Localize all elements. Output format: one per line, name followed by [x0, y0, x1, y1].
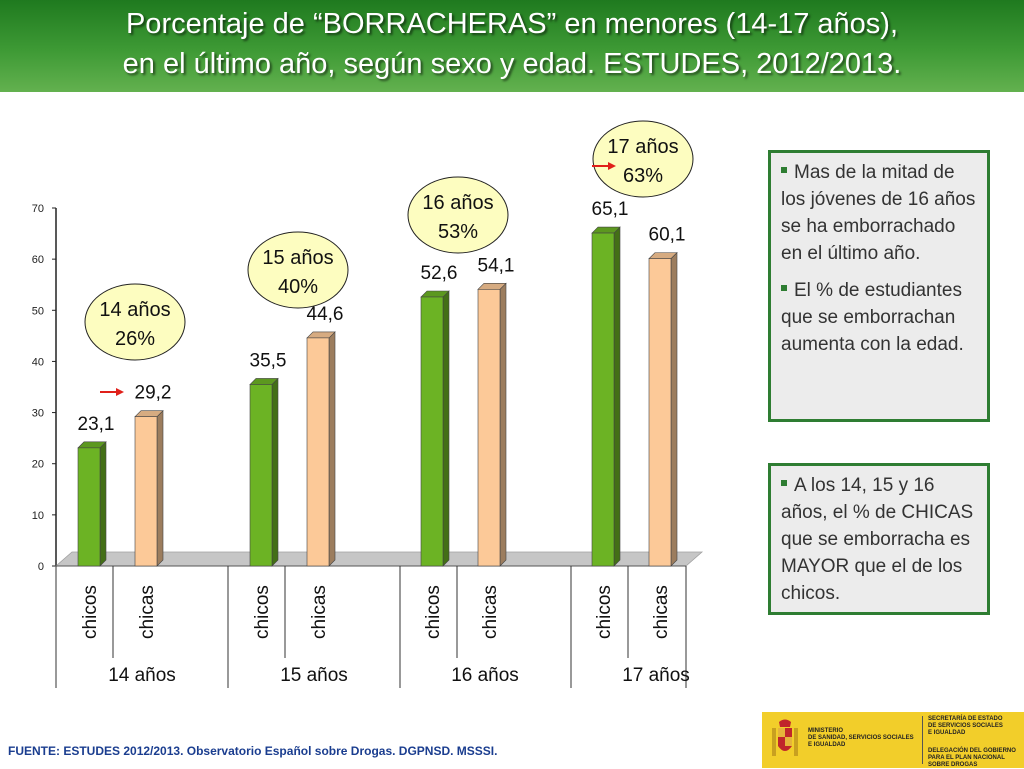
logo-secretaria-line: E IGUALDAD — [928, 730, 966, 736]
bar-chicas — [134, 416, 158, 567]
note-box-2: A los 14, 15 y 16 años, el % de CHICAS q… — [768, 463, 990, 615]
bar-side-chicos — [271, 377, 279, 567]
logo-ministry-line: E IGUALDAD — [808, 742, 846, 748]
bar-chicos — [420, 296, 444, 567]
y-tick-label: 40 — [32, 356, 44, 368]
note-text: A los 14, 15 y 16 años, el % de CHICAS q… — [781, 472, 979, 607]
note-text-content: Mas de la mitad de los jóvenes de 16 año… — [781, 162, 976, 264]
bubble-age-label: 16 años — [422, 192, 493, 214]
age-bubble — [407, 176, 509, 254]
category-label: chicos — [252, 585, 273, 639]
data-label: 54,1 — [478, 255, 515, 276]
red-arrow-head-icon — [116, 388, 124, 396]
logo-ministry-line: DE SANIDAD, SERVICIOS SOCIALES — [808, 735, 914, 741]
logo-divider — [922, 716, 923, 764]
title-line-2: en el último año, según sexo y edad. EST… — [122, 48, 902, 80]
logo-delegacion-line: DELEGACIÓN DEL GOBIERNO — [928, 748, 1016, 754]
note-text-content: El % de estudiantes que se emborrachan a… — [781, 280, 964, 355]
bubble-pct-label: 53% — [438, 221, 478, 243]
category-label: chicos — [594, 585, 615, 639]
y-tick-label: 70 — [32, 203, 44, 215]
data-label: 23,1 — [78, 414, 115, 435]
data-label: 60,1 — [649, 225, 686, 246]
group-label: 17 años — [622, 665, 690, 686]
title-bar: Porcentaje de “BORRACHERAS” en menores (… — [0, 0, 1024, 92]
data-label: 65,1 — [592, 199, 629, 220]
bullet-icon — [781, 480, 787, 487]
red-arrow-head-icon — [608, 162, 616, 170]
bar-side-chicos — [99, 441, 107, 567]
bar-chicos — [591, 232, 615, 567]
age-bubble — [592, 120, 694, 198]
bar-side-chicos — [442, 290, 450, 567]
bullet-icon — [781, 167, 787, 174]
bar-side-chicas — [328, 331, 336, 567]
bar-chicos — [249, 384, 273, 567]
y-tick-label: 20 — [32, 459, 44, 471]
bubble-pct-label: 40% — [278, 276, 318, 298]
bar-chart: 0 10 20 30 40 50 60 70 23,1 chicos 29,2 chicas 14 añ… — [32, 120, 704, 688]
category-label: chicas — [137, 585, 158, 639]
note-text-content: A los 14, 15 y 16 años, el % de CHICAS q… — [781, 475, 974, 604]
category-label: chicas — [480, 585, 501, 639]
category-label: chicos — [423, 585, 444, 639]
data-label: 35,5 — [250, 350, 287, 371]
note-box-1: Mas de la mitad de los jóvenes de 16 año… — [768, 150, 990, 422]
age-bubble — [84, 283, 186, 361]
bar-side-chicas — [156, 409, 164, 567]
note-text: Mas de la mitad de los jóvenes de 16 año… — [781, 159, 979, 267]
logo-secretaria-line: SECRETARÍA DE ESTADO — [928, 716, 1003, 722]
data-label: 29,2 — [135, 383, 172, 404]
bullet-icon — [781, 285, 787, 292]
bar-side-chicas — [499, 282, 507, 567]
ministry-logo: MINISTERIO DE SANIDAD, SERVICIOS SOCIALE… — [762, 712, 1024, 768]
bar-chicas — [648, 258, 672, 567]
group-label: 14 años — [108, 665, 176, 686]
logo-secretaria-line: DE SERVICIOS SOCIALES — [928, 723, 1003, 729]
y-tick-label: 60 — [32, 254, 44, 266]
source-text: FUENTE: ESTUDES 2012/2013. Observatorio … — [8, 744, 498, 758]
data-label: 44,6 — [307, 304, 344, 325]
category-label: chicas — [651, 585, 672, 639]
logo-ministry-line: MINISTERIO — [808, 728, 844, 734]
bar-chicas — [477, 289, 501, 567]
bubble-pct-label: 63% — [623, 165, 663, 187]
y-tick-label: 30 — [32, 408, 44, 420]
bubble-age-label: 15 años — [262, 247, 333, 269]
y-tick-label: 50 — [32, 305, 44, 317]
bubble-pct-label: 26% — [115, 328, 155, 350]
group-label: 15 años — [280, 665, 348, 686]
bar-side-chicos — [613, 226, 621, 567]
category-label: chicos — [80, 585, 101, 639]
bubble-age-label: 17 años — [607, 136, 678, 158]
category-label: chicas — [309, 585, 330, 639]
age-bubble — [247, 231, 349, 309]
bar-chicos — [77, 447, 101, 567]
bar-chicas — [306, 337, 330, 567]
y-tick-label: 0 — [38, 561, 44, 573]
y-tick-label: 10 — [32, 510, 44, 522]
bubble-age-label: 14 años — [99, 299, 170, 321]
bar-side-chicas — [670, 251, 678, 567]
note-text: El % de estudiantes que se emborrachan a… — [781, 277, 979, 358]
group-label: 16 años — [451, 665, 519, 686]
title-line-1: Porcentaje de “BORRACHERAS” en menores (… — [125, 8, 899, 40]
logo-delegacion-line: PARA EL PLAN NACIONAL SOBRE DROGAS — [928, 755, 1005, 768]
data-label: 52,6 — [421, 263, 458, 284]
coat-of-arms-icon — [772, 719, 798, 756]
